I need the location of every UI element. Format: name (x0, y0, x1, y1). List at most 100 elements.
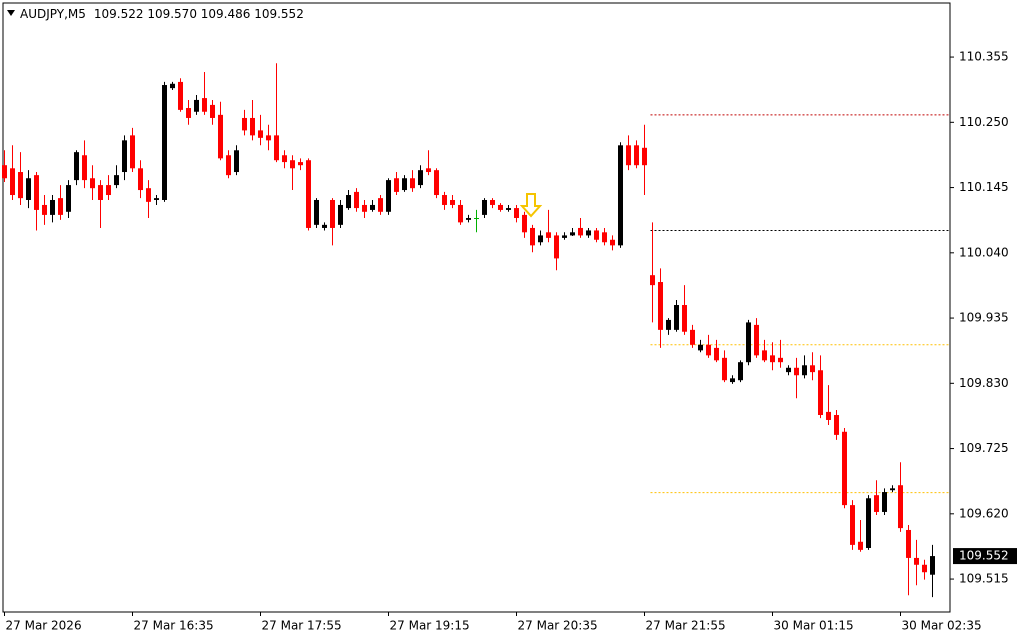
y-tick-label: 110.250 (959, 115, 1009, 129)
candle-body (410, 178, 415, 189)
candle-body (98, 185, 103, 200)
candle-body (458, 204, 463, 223)
candle-body (666, 319, 671, 330)
candle-body (314, 199, 319, 225)
candle-body (34, 175, 39, 210)
candle-body (378, 198, 383, 212)
candle-body (490, 199, 495, 205)
candle-body (930, 556, 935, 575)
candle-body (210, 104, 215, 118)
candle-body (658, 282, 663, 330)
header: AUDJPY,M5 109.522 109.570 109.486 109.552 (20, 7, 304, 21)
candle-body (634, 145, 639, 166)
candle-body (322, 224, 327, 228)
candle-body (706, 344, 711, 356)
candle-body (482, 199, 487, 215)
candle-body (298, 162, 303, 166)
x-tick-label: 27 Mar 21:55 (646, 619, 726, 633)
x-tick-label: 30 Mar 02:35 (902, 619, 982, 633)
y-tick-label: 110.040 (959, 245, 1009, 259)
symbol: AUDJPY,M5 (20, 7, 86, 21)
candle-body (618, 145, 623, 246)
candle-body (506, 208, 511, 210)
candle-body (2, 165, 7, 179)
candle-body (754, 324, 759, 356)
candle-body (266, 135, 271, 141)
candle-body (498, 204, 503, 210)
last-price-box (953, 548, 1017, 565)
candle-body (154, 198, 159, 200)
candle-body (202, 98, 207, 112)
candle-body (90, 178, 95, 189)
candle-body (122, 140, 127, 173)
candle-body (402, 178, 407, 191)
candle-body (770, 355, 775, 363)
candle-body (690, 329, 695, 345)
candle-body (138, 168, 143, 191)
arrow-annotation (519, 193, 543, 218)
candle-body (282, 155, 287, 163)
candle-body (82, 155, 87, 181)
candle-body (26, 178, 31, 200)
candle-body (258, 130, 263, 138)
y-tick-label: 109.515 (959, 572, 1009, 586)
candle-body (882, 492, 887, 512)
candle-body (802, 365, 807, 376)
last-price-label: 109.552 (959, 549, 1009, 563)
candle-body (858, 541, 863, 550)
x-tick-label: 27 Mar 20:35 (518, 619, 598, 633)
plot-frame (2, 2, 951, 613)
candle-body (546, 232, 551, 238)
candle-body (794, 367, 799, 376)
candle-body (866, 498, 871, 548)
candle-body (162, 85, 167, 200)
candle-body (242, 117, 247, 131)
candle-body (818, 370, 823, 416)
candle-body (722, 357, 727, 381)
candle-body (554, 235, 559, 259)
candle-body (698, 344, 703, 351)
candle-body (178, 81, 183, 110)
candle-body (66, 185, 71, 212)
menu-triangle[interactable] (7, 10, 15, 16)
candle-body (434, 170, 439, 196)
y-tick-label: 110.355 (959, 50, 1009, 64)
ohlc: 109.522 109.570 109.486 109.552 (94, 7, 304, 21)
candle-body (738, 362, 743, 381)
x-tick-label: 27 Mar 2026 (6, 619, 82, 633)
candle-body (578, 227, 583, 236)
candle-body (418, 170, 423, 186)
candle-body (274, 135, 279, 161)
candle-body (58, 198, 63, 215)
x-tick-label: 30 Mar 01:15 (774, 619, 854, 633)
candle-body (778, 357, 783, 363)
candle-body (650, 275, 655, 286)
candle-body (362, 204, 367, 212)
y-tick-label: 109.620 (959, 506, 1009, 520)
candle-body (474, 218, 479, 220)
candle-body (898, 485, 903, 529)
y-tick-label: 109.830 (959, 376, 1009, 390)
candle-body (234, 150, 239, 173)
candle-body (146, 188, 151, 202)
candle-body (226, 155, 231, 176)
candle-body (50, 199, 55, 215)
candle-body (914, 557, 919, 565)
candle-body (714, 347, 719, 361)
candle-body (570, 232, 575, 236)
candle-body (810, 365, 815, 373)
candle-body (442, 195, 447, 205)
candle-body (746, 322, 751, 363)
candle-body (330, 199, 335, 228)
candle-body (682, 305, 687, 332)
y-tick-label: 109.725 (959, 441, 1009, 455)
candle-body (250, 117, 255, 136)
candle-body (762, 350, 767, 361)
candle-body (522, 214, 527, 233)
candle-body (194, 99, 199, 112)
x-tick-label: 27 Mar 19:15 (390, 619, 470, 633)
candle-body (730, 378, 735, 383)
y-tick-label: 110.145 (959, 180, 1009, 194)
candle-body (538, 235, 543, 243)
candle-body (850, 505, 855, 545)
